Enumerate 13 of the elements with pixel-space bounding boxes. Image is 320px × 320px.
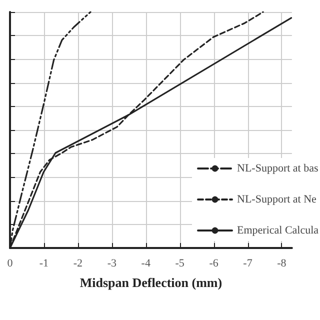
x-tick-label: -1 [39,258,49,270]
x-axis-title: Midspan Deflection (mm) [80,275,222,290]
x-tick-label: -5 [175,258,185,270]
x-tick-label: -8 [277,258,287,270]
legend-label: NL-Support at Ne [237,194,317,206]
x-tick-label: -2 [73,258,83,270]
x-tick-label: -3 [107,258,117,270]
legend-label: NL-Support at bas [237,162,318,174]
legend-label: Emperical Calcula [237,224,319,236]
x-tick-label: 0 [7,258,14,270]
x-tick-label: -4 [141,258,151,270]
x-tick-label: -7 [243,258,253,270]
x-tick-label: -6 [209,258,219,270]
